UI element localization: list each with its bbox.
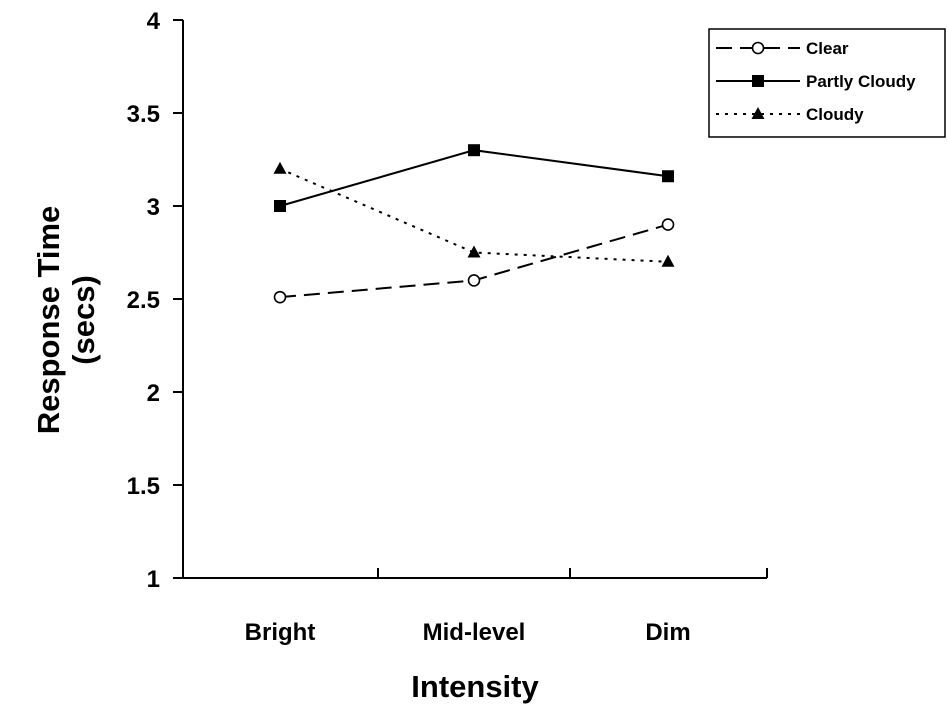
- legend-label: Cloudy: [806, 105, 864, 124]
- x-axis-title: Intensity: [411, 669, 539, 704]
- y-axis-title-line-1: Response Time: [31, 206, 66, 435]
- data-point-clear: [273, 290, 287, 304]
- y-tick-label: 2.5: [127, 287, 160, 314]
- data-point-clear: [467, 274, 481, 287]
- data-point-clear: [661, 218, 675, 231]
- series-layer: [273, 144, 675, 304]
- x-axis-ticks: Bright Mid-level Dim: [245, 568, 768, 646]
- data-point-cloudy: [467, 245, 481, 258]
- y-axis-title: Response Time (secs): [31, 206, 101, 435]
- y-tick-label: 1: [147, 566, 160, 593]
- axes: [182, 20, 767, 579]
- series-cloudy: [273, 161, 675, 267]
- x-tick-label: Dim: [645, 619, 690, 646]
- legend-marker: [751, 41, 765, 55]
- data-point-partly-cloudy: [468, 144, 480, 157]
- legend-label: Clear: [806, 39, 849, 58]
- legend-item-cloudy: Cloudy: [716, 105, 864, 124]
- x-tick-label: Bright: [245, 619, 316, 646]
- legend-item-clear: Clear: [716, 39, 849, 58]
- y-tick-label: 3: [147, 194, 160, 221]
- legend-label: Partly Cloudy: [806, 72, 916, 91]
- y-axis-title-line-2: (secs): [66, 275, 101, 365]
- y-tick-label: 4: [147, 8, 161, 35]
- data-point-cloudy: [273, 161, 287, 174]
- y-axis-ticks: 1 1.5 2 2.5 3 3.5 4: [127, 8, 183, 593]
- series-clear: [273, 218, 675, 304]
- y-tick-label: 1.5: [127, 473, 160, 500]
- legend-item-partly-cloudy: Partly Cloudy: [716, 72, 916, 91]
- y-tick-label: 2: [147, 380, 160, 407]
- data-point-cloudy: [661, 254, 675, 267]
- data-point-partly-cloudy: [662, 170, 674, 183]
- legend: Clear Partly Cloudy Cloudy: [708, 28, 946, 138]
- series-line-partly-cloudy: [279, 149, 669, 207]
- x-tick-label: Mid-level: [423, 619, 526, 646]
- y-tick-label: 3.5: [127, 101, 160, 128]
- data-point-partly-cloudy: [274, 200, 286, 212]
- series-partly-cloudy: [274, 144, 674, 212]
- legend-marker: [752, 75, 764, 87]
- legend-marker: [751, 107, 765, 119]
